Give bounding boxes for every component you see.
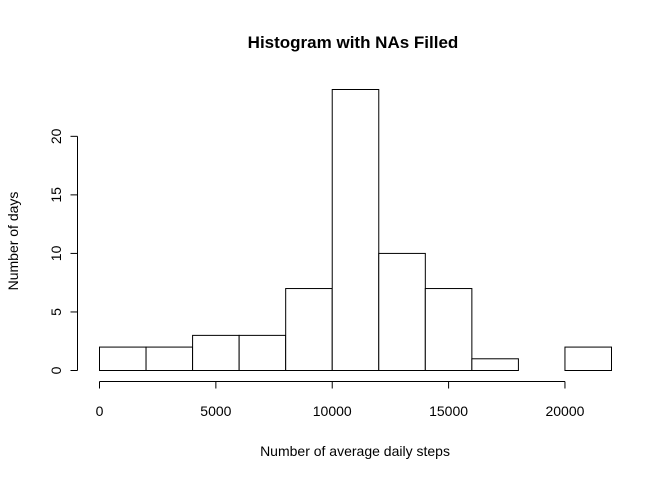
histogram-bar-7 xyxy=(378,252,426,372)
x-tick-label-20000: 20000 xyxy=(545,403,584,419)
histogram-bar-2 xyxy=(145,346,194,372)
y-tick-label-20: 20 xyxy=(48,128,64,144)
y-axis-label: Number of days xyxy=(5,192,21,291)
x-axis: 0 5000 10000 15000 20000 xyxy=(96,381,585,419)
histogram-bar-8 xyxy=(424,288,473,371)
x-tick-label-15000: 15000 xyxy=(429,403,468,419)
y-tick-label-15: 15 xyxy=(48,187,64,203)
histogram-bar-3 xyxy=(192,334,240,371)
y-tick-label-10: 10 xyxy=(48,245,64,261)
histogram-bar-5 xyxy=(285,288,333,371)
x-tick-label-0: 0 xyxy=(96,403,104,419)
histogram-bar-11 xyxy=(564,346,612,372)
y-tick-label-5: 5 xyxy=(48,308,64,316)
x-axis-label: Number of average daily steps xyxy=(260,443,450,459)
y-tick-label-0: 0 xyxy=(48,366,64,374)
histogram-bar-6 xyxy=(331,89,380,371)
bars-group xyxy=(99,89,612,372)
histogram-bar-1 xyxy=(99,346,147,372)
y-axis: 0 5 10 15 20 xyxy=(48,128,78,374)
chart-title: Histogram with NAs Filled xyxy=(248,33,459,52)
x-tick-label-5000: 5000 xyxy=(200,403,231,419)
histogram-bar-4 xyxy=(238,334,287,371)
histogram-bar-9 xyxy=(471,358,519,371)
x-tick-label-10000: 10000 xyxy=(313,403,352,419)
